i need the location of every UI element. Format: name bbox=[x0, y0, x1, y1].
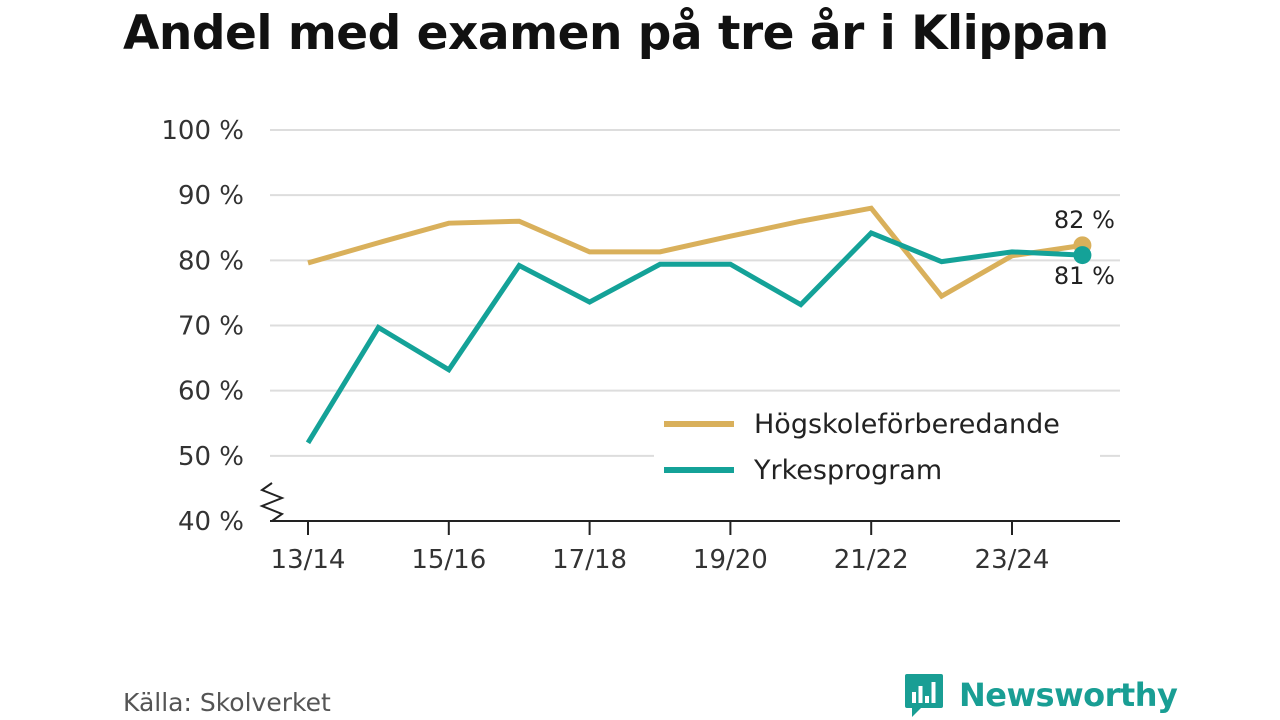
end-label: 82 % bbox=[1054, 206, 1115, 234]
x-tick-label: 13/14 bbox=[271, 545, 346, 575]
legend-background bbox=[654, 398, 1100, 494]
x-tick-label: 19/20 bbox=[693, 545, 768, 575]
x-tick-label: 17/18 bbox=[552, 545, 627, 575]
y-tick-label: 80 % bbox=[178, 246, 244, 276]
legend-label: Högskoleförberedande bbox=[754, 409, 1060, 440]
y-tick-label: 60 % bbox=[178, 377, 244, 407]
y-tick-label: 40 % bbox=[178, 507, 244, 537]
x-tick-label: 21/22 bbox=[834, 545, 909, 575]
axis-break-icon bbox=[259, 482, 285, 522]
series-line-0 bbox=[307, 205, 1083, 300]
x-tick-label: 23/24 bbox=[975, 545, 1050, 575]
y-tick-label: 90 % bbox=[178, 181, 244, 211]
x-tick-label: 15/16 bbox=[411, 545, 486, 575]
series-line-1 bbox=[305, 230, 1083, 445]
source-note: Källa: Skolverket bbox=[123, 688, 331, 717]
legend-label: Yrkesprogram bbox=[753, 455, 942, 486]
y-tick-label: 50 % bbox=[178, 442, 244, 472]
newsworthy-icon bbox=[905, 674, 943, 717]
y-tick-label: 100 % bbox=[161, 116, 244, 146]
y-tick-label: 70 % bbox=[178, 312, 244, 342]
chart-title: Andel med examen på tre år i Klippan bbox=[123, 6, 1109, 61]
end-label: 81 % bbox=[1054, 262, 1115, 290]
series-end-marker-1 bbox=[1073, 246, 1092, 265]
brand-logo[interactable]: Newsworthy bbox=[903, 672, 1178, 718]
brand-name: Newsworthy bbox=[959, 676, 1178, 714]
